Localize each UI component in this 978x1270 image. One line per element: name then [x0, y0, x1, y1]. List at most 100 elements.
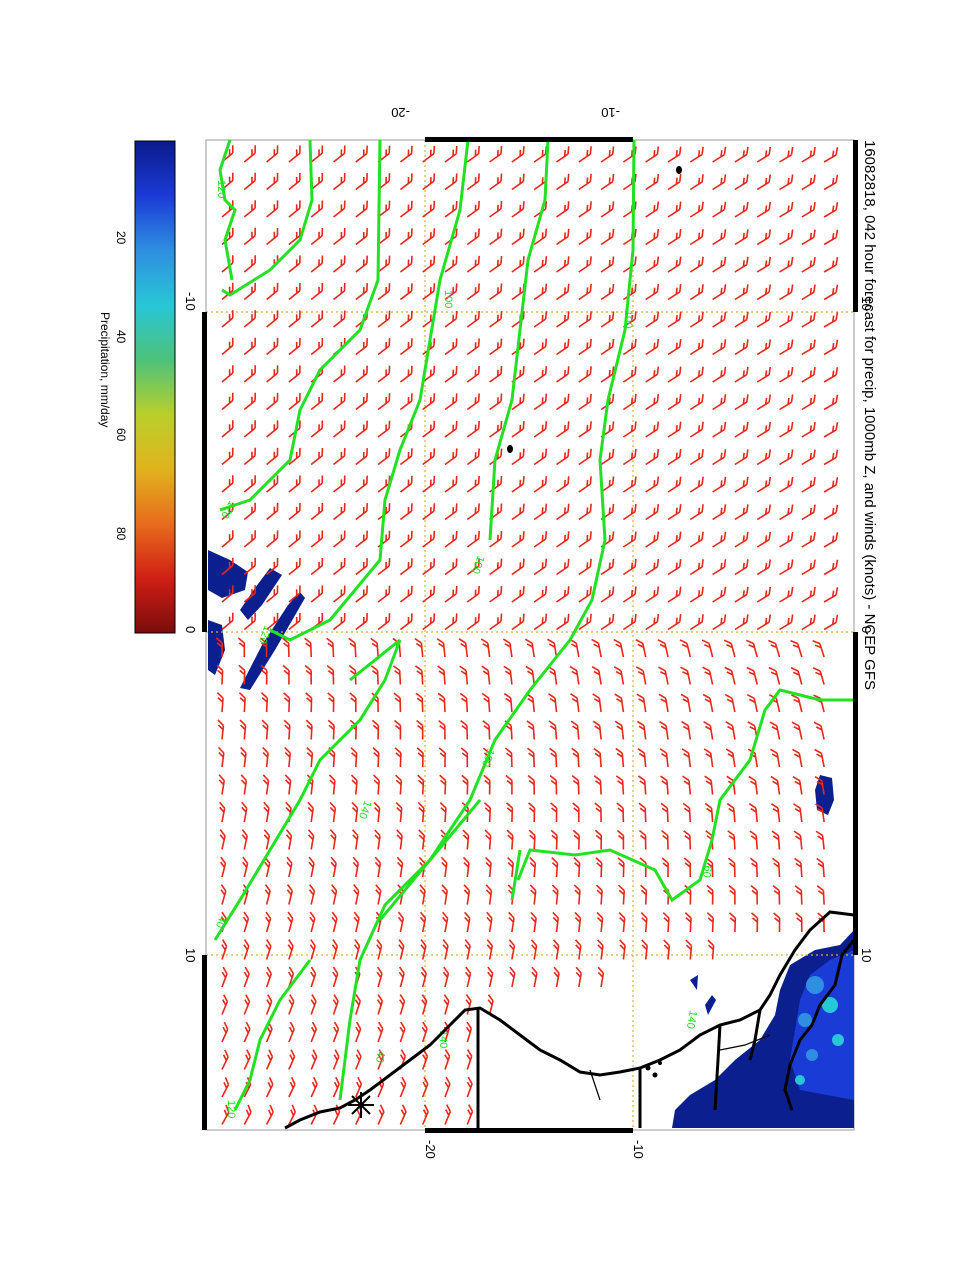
wind-barb — [328, 774, 336, 795]
wind-barb — [489, 310, 503, 328]
wind-barb — [614, 693, 625, 713]
wind-barb — [756, 366, 772, 383]
wind-barb — [444, 173, 458, 191]
wind-barb — [332, 1049, 340, 1070]
wind-barb — [466, 558, 480, 576]
map-frame — [205, 139, 855, 1131]
wind-barb — [485, 884, 493, 905]
wind-barb — [600, 448, 615, 466]
wind-barb — [243, 145, 256, 163]
wind-barb — [219, 856, 227, 878]
wind-barb — [355, 228, 368, 246]
wind-barb — [399, 585, 413, 603]
wind-barb — [779, 559, 794, 576]
wind-barb — [667, 174, 682, 191]
wind-barb — [511, 586, 525, 603]
axis-tick-label: 10 — [183, 948, 198, 963]
wind-barb — [243, 1021, 251, 1043]
wind-barb — [594, 802, 602, 823]
wind-barb — [823, 394, 839, 411]
wind-barb — [813, 721, 825, 740]
wind-barb — [645, 311, 660, 328]
wind-barb — [306, 746, 314, 768]
wind-barb — [422, 228, 436, 246]
wind-barb — [533, 338, 548, 356]
wind-barb — [578, 283, 592, 301]
wind-barb — [533, 366, 548, 383]
wind-barb — [438, 747, 446, 768]
wind-barb — [617, 857, 625, 878]
wind-barb — [748, 803, 758, 823]
wind-barb — [373, 801, 381, 823]
wind-barb — [556, 586, 570, 603]
wind-barb — [374, 829, 381, 850]
wind-barb — [547, 638, 558, 658]
wind-barb — [310, 227, 324, 246]
wind-barb — [331, 939, 339, 960]
wind-barb — [823, 587, 839, 603]
wind-barb — [552, 939, 560, 960]
wind-barb — [812, 639, 825, 658]
wind-barb — [240, 746, 247, 768]
wind-barb — [288, 200, 301, 218]
wind-barb — [756, 284, 772, 301]
wind-barb — [667, 421, 682, 438]
wind-barb — [399, 503, 413, 521]
wind-barb — [574, 911, 582, 933]
wind-barb — [284, 774, 292, 795]
wind-barb — [288, 475, 301, 493]
wind-barb — [265, 939, 272, 960]
wind-barb — [792, 748, 803, 768]
wind-barb — [779, 256, 794, 273]
wind-barb — [511, 201, 525, 218]
wind-barb — [466, 1104, 474, 1125]
wind-barb — [266, 365, 279, 383]
wind-barb — [416, 747, 424, 768]
wind-barb — [712, 146, 727, 163]
wind-barb — [377, 585, 391, 603]
wind-barb — [815, 830, 825, 850]
wind-barb — [750, 884, 758, 905]
wind-barb — [801, 614, 816, 631]
wind-barb — [308, 884, 316, 905]
wind-barb — [422, 420, 436, 438]
wind-barb — [377, 255, 391, 273]
wind-barb — [265, 911, 272, 933]
wind-barb — [596, 911, 604, 933]
wind-barb — [511, 146, 525, 163]
wind-barb — [377, 1049, 384, 1070]
wind-barb — [354, 994, 361, 1015]
wind-barb — [466, 255, 480, 273]
wind-barb — [461, 774, 469, 795]
wind-barb — [823, 284, 839, 301]
wind-barb — [570, 693, 580, 713]
wind-barb — [266, 310, 279, 328]
wind-barb — [508, 911, 515, 933]
wind-barb — [399, 283, 413, 301]
wind-barb — [704, 775, 714, 795]
contour-label: 100 — [479, 747, 497, 768]
wind-barb — [667, 394, 682, 411]
wind-barb — [310, 145, 324, 163]
wind-barb — [288, 337, 301, 356]
wind-barb — [801, 201, 816, 218]
wind-barb — [221, 1021, 229, 1043]
wind-barb — [645, 558, 660, 576]
wind-barb — [418, 829, 426, 850]
wind-barb — [489, 585, 503, 603]
wind-barb — [556, 393, 570, 411]
wind-barb — [489, 558, 503, 576]
wind-barb — [443, 994, 450, 1015]
wind-barb — [531, 966, 538, 988]
wind-barb — [243, 585, 256, 603]
wind-barb — [444, 393, 458, 411]
wind-barb — [243, 255, 256, 273]
wind-barb — [533, 586, 548, 603]
wind-barb — [591, 666, 602, 685]
wind-barb — [466, 503, 480, 521]
wind-barb — [637, 748, 647, 768]
wind-barb — [578, 228, 592, 246]
wind-barb — [463, 884, 471, 905]
axis-tick-label: -20 — [391, 105, 410, 120]
wind-barb — [772, 885, 781, 905]
